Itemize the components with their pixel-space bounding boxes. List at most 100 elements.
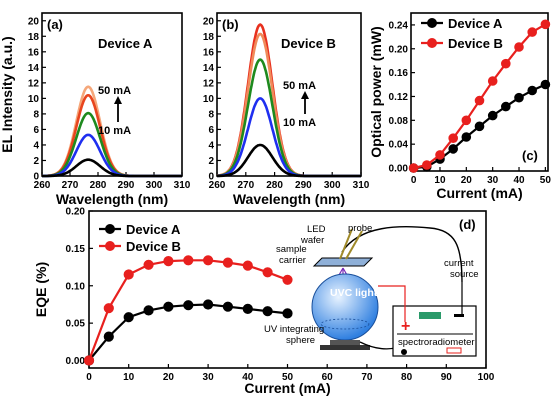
panel-label: (d): [459, 217, 476, 232]
y-tick-label: 8: [208, 109, 214, 120]
y-tick-label: 0.10: [66, 281, 86, 292]
y-tick-label: 14: [28, 63, 40, 74]
y-tick-label: 0: [208, 172, 214, 183]
y-tick-label: 20: [203, 16, 215, 27]
data-point: [408, 163, 419, 173]
y-tick-label: 0.24: [389, 20, 409, 31]
y-tick-label: 0.00: [66, 356, 86, 367]
data-point: [514, 42, 524, 52]
legend-marker: [427, 18, 437, 28]
current-arrow-head: [301, 91, 309, 99]
legend-marker: [105, 224, 115, 234]
x-tick-label: 80: [401, 372, 413, 383]
legend-label: Device B: [448, 36, 503, 51]
y-tick-label: 2: [33, 156, 39, 167]
current-label: current: [444, 258, 474, 269]
data-point: [435, 150, 445, 160]
plot-frame: [410, 12, 549, 172]
data-point: [83, 355, 95, 366]
plus-terminal: +: [401, 318, 410, 335]
data-point: [203, 299, 214, 310]
panel-label: (b): [222, 17, 239, 32]
x-tick-label: 290: [118, 180, 135, 191]
wafer-label: wafer: [300, 235, 324, 246]
x-tick-label: 280: [90, 180, 107, 191]
x-tick-label: 260: [34, 180, 51, 191]
x-tick-label: 10: [434, 175, 446, 186]
y-tick-label: 4: [208, 140, 214, 151]
sphere-stand: [320, 345, 370, 350]
x-tick-label: 260: [209, 180, 226, 191]
legend-marker: [105, 241, 115, 251]
y-axis-label: EQE (%): [33, 262, 49, 317]
data-point: [461, 132, 472, 142]
plot-frame: [216, 12, 362, 177]
data-point: [474, 95, 485, 106]
data-point: [514, 92, 524, 103]
y-tick-label: 12: [203, 78, 215, 89]
legend-label: Device A: [126, 222, 181, 237]
y-tick-label: 16: [203, 47, 215, 58]
panel-b: 260 270 280 290 300 310 0 2 4 6 8 10 12 14 16 18 20 (b) De…: [203, 12, 370, 207]
data-point: [282, 274, 293, 285]
x-tick-label: 30: [487, 175, 499, 186]
data-point: [143, 305, 154, 316]
legend-label: Device A: [448, 16, 503, 31]
spectroradiometer-label: spectroradiometer: [398, 337, 475, 348]
data-point: [242, 260, 253, 271]
y-tick-label: 0.08: [389, 116, 409, 127]
x-tick-label: 60: [322, 372, 334, 383]
spectrum-curve-10ma: [42, 158, 182, 178]
sample-carrier-plate: [312, 257, 374, 267]
data-point: [242, 303, 253, 314]
data-point: [461, 115, 472, 126]
y-tick-label: 16: [28, 47, 40, 58]
plot-frame: [41, 12, 183, 177]
data-point: [143, 259, 154, 270]
y-tick-label: 6: [33, 125, 39, 136]
x-axis-label: Wavelength (nm): [56, 191, 168, 207]
data-point: [422, 160, 432, 170]
panel-label: (c): [522, 148, 538, 163]
data-point: [262, 306, 273, 317]
data-point: [123, 269, 134, 280]
instrument-knob: [401, 349, 407, 355]
x-tick-label: 100: [478, 372, 495, 383]
y-tick-label: 8: [33, 109, 39, 120]
y-tick-label: 10: [28, 94, 40, 105]
x-tick-label: 70: [361, 372, 373, 383]
y-axis-label: Optical power (mW): [368, 26, 384, 157]
data-point: [123, 312, 134, 323]
data-point: [540, 79, 551, 90]
x-tick-label: 270: [62, 180, 79, 191]
y-tick-label: 0.05: [66, 319, 86, 330]
data-point: [540, 19, 551, 30]
data-point: [103, 331, 114, 342]
sphere-label: sphere: [286, 335, 315, 346]
y-tick-label: 12: [28, 78, 40, 89]
data-point: [103, 303, 114, 314]
annotation-bottom: 10 mA: [98, 125, 131, 137]
legend-marker: [427, 38, 437, 48]
carrier-label: carrier: [279, 255, 306, 266]
sample-label: sample: [276, 244, 307, 255]
y-tick-label: 0.15: [66, 244, 86, 255]
data-point: [487, 110, 498, 121]
data-point: [527, 27, 538, 37]
x-tick-label: 50: [282, 372, 294, 383]
minus-terminal: [454, 314, 464, 317]
y-tick-label: 0: [33, 172, 39, 183]
legend-label: Device B: [126, 239, 181, 254]
uvc-light-label: UVC light: [330, 287, 378, 299]
device-title: Device A: [98, 36, 153, 51]
x-tick-label: 10: [123, 372, 135, 383]
data-point: [183, 255, 194, 266]
data-point: [163, 256, 174, 267]
y-tick-label: 6: [208, 125, 214, 136]
x-tick-label: 20: [461, 175, 473, 186]
data-point: [163, 301, 174, 312]
y-tick-label: 0.16: [389, 68, 409, 79]
x-tick-label: 300: [324, 180, 341, 191]
source-label: source: [450, 269, 479, 280]
